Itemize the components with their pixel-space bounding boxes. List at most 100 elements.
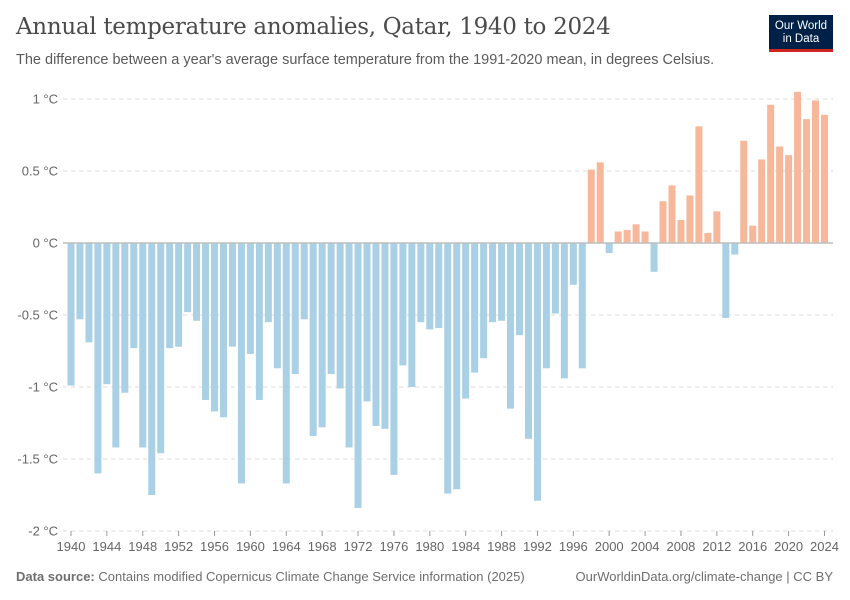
bar-1972[interactable] <box>354 243 362 508</box>
bar-1943[interactable] <box>94 243 102 474</box>
bar-1946[interactable] <box>121 243 129 393</box>
bar-1945[interactable] <box>112 243 120 448</box>
bar-1978[interactable] <box>408 243 416 387</box>
bar-2015[interactable] <box>740 140 748 243</box>
bar-1973[interactable] <box>363 243 371 402</box>
bar-1962[interactable] <box>264 243 272 323</box>
bar-1958[interactable] <box>228 243 236 347</box>
bar-2000[interactable] <box>605 243 613 254</box>
bar-2013[interactable] <box>722 243 730 318</box>
bar-1988[interactable] <box>498 243 506 321</box>
bar-1967[interactable] <box>309 243 317 436</box>
x-tick-label: 1984 <box>451 539 480 554</box>
bar-2017[interactable] <box>758 159 766 243</box>
bar-1990[interactable] <box>516 243 523 336</box>
y-tick-label: 1 °C <box>33 92 58 107</box>
bar-1953[interactable] <box>184 243 192 313</box>
bar-1997[interactable] <box>578 243 586 369</box>
bar-2004[interactable] <box>641 231 649 243</box>
bar-2002[interactable] <box>623 230 631 243</box>
bar-1944[interactable] <box>103 243 111 385</box>
bar-1964[interactable] <box>282 243 290 484</box>
x-tick-label: 1952 <box>164 539 193 554</box>
chart-area: 1 °C 0.5 °C 0 °C -0.5 °C -1 °C -1.5 °C -2 °C 1… <box>17 91 839 555</box>
bar-1981[interactable] <box>435 243 443 328</box>
bar-2007[interactable] <box>668 185 676 243</box>
bar-1998[interactable] <box>587 169 595 243</box>
bar-1941[interactable] <box>76 243 84 320</box>
bar-1995[interactable] <box>560 243 568 379</box>
bar-2022[interactable] <box>803 119 811 243</box>
bar-1987[interactable] <box>489 243 497 323</box>
bar-1984[interactable] <box>462 243 470 399</box>
bar-1949[interactable] <box>148 243 156 495</box>
bar-1974[interactable] <box>372 243 380 426</box>
source-url-link[interactable]: OurWorldinData.org/climate-change | CC B… <box>575 569 833 584</box>
bar-2019[interactable] <box>776 146 784 243</box>
bar-1952[interactable] <box>175 243 183 347</box>
x-tick-label: 2004 <box>631 539 660 554</box>
bar-2018[interactable] <box>767 104 775 243</box>
bar-1950[interactable] <box>157 243 165 454</box>
owid-logo[interactable]: Our World in Data <box>769 15 833 52</box>
bar-1951[interactable] <box>166 243 174 349</box>
bar-2009[interactable] <box>686 195 694 243</box>
bar-2011[interactable] <box>704 232 712 243</box>
bar-2021[interactable] <box>794 91 802 243</box>
bar-1999[interactable] <box>596 162 604 243</box>
bar-1970[interactable] <box>336 243 344 389</box>
bar-1963[interactable] <box>273 243 281 369</box>
x-tick-label: 1944 <box>92 539 121 554</box>
bar-2003[interactable] <box>632 224 640 243</box>
bar-1966[interactable] <box>300 243 308 320</box>
bar-1969[interactable] <box>327 243 335 375</box>
bar-1960[interactable] <box>246 243 254 354</box>
bar-2001[interactable] <box>614 231 622 243</box>
x-tick-label: 1980 <box>415 539 444 554</box>
x-tick-label: 1996 <box>559 539 588 554</box>
bar-1994[interactable] <box>551 243 559 314</box>
x-tick-label: 1964 <box>272 539 301 554</box>
bar-2008[interactable] <box>677 219 685 243</box>
bar-1976[interactable] <box>390 243 398 475</box>
bar-1947[interactable] <box>130 243 138 349</box>
bar-1993[interactable] <box>542 243 550 369</box>
bar-1956[interactable] <box>211 243 219 412</box>
bar-1961[interactable] <box>255 243 263 400</box>
bar-2024[interactable] <box>820 114 828 243</box>
bar-2014[interactable] <box>731 243 739 255</box>
bar-1940[interactable] <box>67 243 75 386</box>
bar-2016[interactable] <box>749 225 757 243</box>
bar-1954[interactable] <box>193 243 201 321</box>
bar-1992[interactable] <box>533 243 541 501</box>
bar-1989[interactable] <box>507 243 515 409</box>
bar-2005[interactable] <box>650 243 658 272</box>
bar-1991[interactable] <box>524 243 532 439</box>
bar-1959[interactable] <box>237 243 245 484</box>
bar-2010[interactable] <box>695 126 703 243</box>
bar-1977[interactable] <box>399 243 407 366</box>
bars <box>67 91 828 508</box>
bar-1942[interactable] <box>85 243 93 343</box>
bar-1957[interactable] <box>219 243 227 418</box>
bar-1955[interactable] <box>202 243 210 400</box>
bar-2023[interactable] <box>812 100 820 243</box>
bar-2006[interactable] <box>659 201 667 243</box>
x-tick-label: 2008 <box>666 539 695 554</box>
bar-1948[interactable] <box>139 243 147 448</box>
bar-1965[interactable] <box>291 243 299 375</box>
x-tick-label: 2024 <box>810 539 839 554</box>
bar-2020[interactable] <box>785 155 793 243</box>
bar-1985[interactable] <box>471 243 479 373</box>
bar-1975[interactable] <box>381 243 389 429</box>
bar-1983[interactable] <box>453 243 461 490</box>
x-tick-label: 1972 <box>344 539 373 554</box>
bar-1986[interactable] <box>480 243 488 359</box>
bar-2012[interactable] <box>713 211 721 243</box>
bar-1982[interactable] <box>444 243 452 494</box>
bar-1971[interactable] <box>345 243 353 448</box>
bar-1979[interactable] <box>417 243 425 323</box>
bar-1996[interactable] <box>569 243 577 285</box>
bar-1980[interactable] <box>426 243 434 330</box>
bar-1968[interactable] <box>318 243 326 428</box>
